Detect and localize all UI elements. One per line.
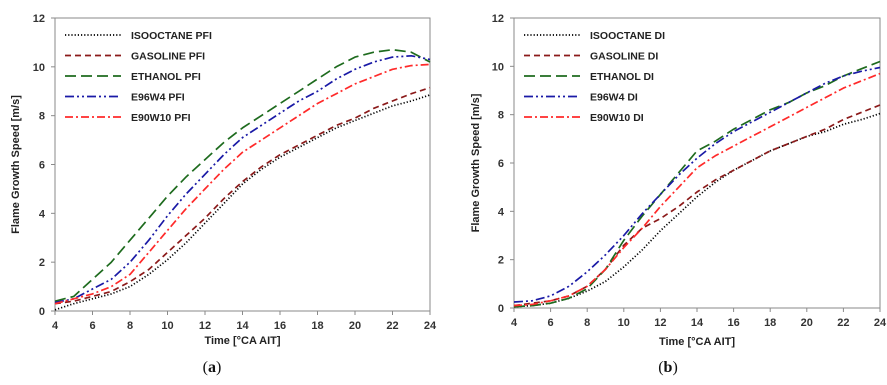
- chart-1-x-tick-label: 22: [386, 320, 398, 332]
- caption-close-paren: ): [216, 359, 221, 376]
- chart-2-series-line-1: [513, 112, 881, 308]
- chart-2-series-line-5: [513, 72, 881, 307]
- chart-2-legend: ISOOCTANE DI GASOLINE DI ETHANOL DI E96W4 D…: [524, 30, 665, 124]
- chart-1-x-tick-label: 20: [349, 320, 361, 332]
- chart-2-y-axis-label: Flame Growth Speed [m/s]: [470, 93, 482, 232]
- chart-2-x-tick-label: 18: [764, 317, 776, 329]
- chart-2-plot-frame: [513, 17, 881, 309]
- chart-1-y-tick-label: 0: [39, 306, 45, 318]
- chart-2-x-tick-label: 6: [548, 317, 554, 329]
- chart-2-legend-label: ETHANOL DI: [590, 71, 654, 83]
- chart-2-x-tick-label: 4: [511, 317, 518, 329]
- caption-open-paren: (: [658, 359, 663, 376]
- chart-2-x-axis-label: Time [°CA AIT]: [659, 336, 735, 348]
- chart-1-x-tick-label: 8: [127, 320, 133, 332]
- chart-1-legend-label: ETHANOL PFI: [131, 71, 201, 83]
- caption-letter: b: [664, 359, 673, 376]
- chart-2-y-tick-label: 0: [498, 303, 504, 315]
- chart-1-y-tick-label: 8: [39, 111, 45, 123]
- chart-1-series-line-1: [54, 94, 431, 311]
- chart-1-y-tick-label: 12: [33, 13, 45, 25]
- chart-2-series-line-3: [513, 60, 881, 308]
- chart-2-legend-label: ISOOCTANE DI: [590, 30, 665, 42]
- chart-2-series-line-4: [513, 66, 881, 303]
- chart-1-x-tick-label: 6: [89, 320, 95, 332]
- chart-2-series-line-2: [513, 104, 881, 307]
- caption-close-paren: ): [672, 359, 677, 376]
- chart-2-x-tick-label: 10: [618, 317, 630, 329]
- chart-1-y-tick-label: 10: [33, 62, 45, 74]
- chart-1-series-line-2: [54, 86, 431, 305]
- chart-1-legend-label: E90W10 PFI: [131, 112, 191, 124]
- chart-1-plot-frame: [54, 17, 431, 312]
- chart-2-y-tick-label: 12: [492, 13, 504, 25]
- chart-1-x-tick-label: 4: [52, 320, 59, 332]
- chart-1-x-tick-label: 24: [424, 320, 437, 332]
- chart-2-y-tick-label: 6: [498, 158, 504, 170]
- chart-1-legend: ISOOCTANE PFI GASOLINE PFI ETHANOL PFI E96W…: [65, 30, 212, 124]
- chart-2-y-tick-label: 2: [498, 255, 504, 267]
- chart-2-y-tick-label: 10: [492, 61, 504, 73]
- chart-1-x-axis-label: Time [°CA AIT]: [204, 335, 280, 347]
- chart-1-x-tick-label: 14: [236, 320, 249, 332]
- chart-2-x-tick-label: 16: [727, 317, 739, 329]
- chart-2-y-tick-label: 4: [498, 206, 505, 218]
- chart-2-x-tick-label: 8: [584, 317, 590, 329]
- chart-1-legend-label: E96W4 PFI: [131, 92, 185, 104]
- chart-2-x-tick-label: 14: [691, 317, 704, 329]
- chart-1-x-tick-label: 18: [311, 320, 323, 332]
- chart-1-x-tick-label: 10: [161, 320, 173, 332]
- chart-1-caption: (a): [203, 359, 222, 376]
- chart-2-x-tick-label: 22: [837, 317, 849, 329]
- caption-open-paren: (: [203, 359, 208, 376]
- chart-1-y-tick-label: 2: [39, 257, 45, 269]
- chart-1-legend-label: GASOLINE PFI: [131, 51, 205, 63]
- chart-2-caption: (b): [658, 359, 678, 376]
- chart-2-legend-label: E90W10 DI: [590, 112, 644, 124]
- caption-letter: a: [208, 359, 216, 376]
- chart-2-x-tick-label: 24: [874, 317, 887, 329]
- chart-1-x-tick-label: 12: [199, 320, 211, 332]
- chart-1-legend-label: ISOOCTANE PFI: [131, 30, 212, 42]
- chart-1-series-line-4: [54, 54, 431, 304]
- chart-2-legend-label: E96W4 DI: [590, 92, 638, 104]
- chart-1-y-axis-label: Flame Growth Speed [m/s]: [10, 95, 22, 234]
- chart-1-series-line-3: [54, 48, 431, 303]
- chart-2-y-tick-label: 8: [498, 110, 504, 122]
- chart-1-y-tick-label: 6: [39, 160, 45, 172]
- chart-2-x-tick-label: 20: [801, 317, 813, 329]
- chart-1-series-line-5: [54, 63, 431, 305]
- chart-1-x-tick-label: 16: [274, 320, 286, 332]
- chart-1-y-tick-label: 4: [39, 208, 46, 220]
- chart-2-legend-label: GASOLINE DI: [590, 51, 658, 63]
- chart-2-x-tick-label: 12: [654, 317, 666, 329]
